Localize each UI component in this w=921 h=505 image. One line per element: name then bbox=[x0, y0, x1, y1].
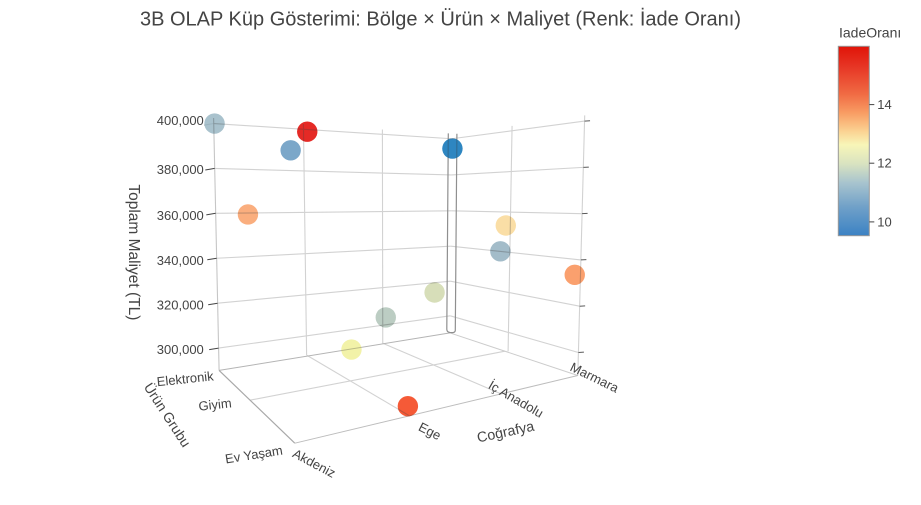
svg-text:320,000: 320,000 bbox=[157, 297, 204, 312]
svg-text:IadeOranı: IadeOranı bbox=[839, 25, 901, 41]
svg-text:360,000: 360,000 bbox=[157, 208, 204, 223]
svg-text:10: 10 bbox=[877, 214, 891, 229]
svg-text:340,000: 340,000 bbox=[157, 253, 204, 268]
svg-text:400,000: 400,000 bbox=[157, 113, 204, 128]
svg-text:Toplam Maliyet (TL): Toplam Maliyet (TL) bbox=[125, 184, 142, 320]
svg-text:3B OLAP Küp Gösterimi: Bölge ×: 3B OLAP Küp Gösterimi: Bölge × Ürün × Ma… bbox=[140, 8, 741, 31]
svg-text:14: 14 bbox=[877, 97, 891, 112]
svg-text:12: 12 bbox=[877, 156, 891, 171]
svg-text:380,000: 380,000 bbox=[157, 162, 204, 177]
svg-text:300,000: 300,000 bbox=[157, 342, 204, 357]
